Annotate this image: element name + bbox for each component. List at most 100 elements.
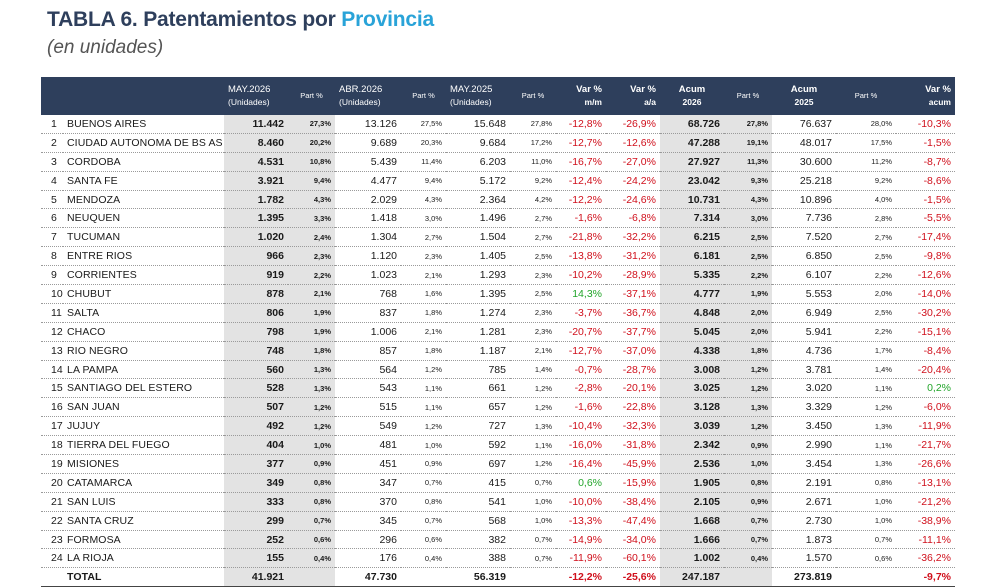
cell-p2: 1,2%: [401, 416, 446, 437]
cell-ac26: 1.668: [660, 511, 724, 531]
cell-may25: 785: [446, 360, 510, 380]
cell-prov: BUENOS AIRES: [63, 115, 224, 134]
cell-abr26: 564: [335, 360, 401, 380]
table-row: 9 CORRIENTES 919 2,2% 1.023 2,1% 1.293 2,3% -10,…: [41, 265, 955, 286]
cell-p1: 1,0%: [288, 435, 335, 456]
cell-may26: 333: [224, 492, 288, 512]
table-row: 22 SANTA CRUZ 299 0,7% 345 0,7% 568 1,0% -13,3% -…: [41, 511, 955, 531]
cell-prov: NEUQUEN: [63, 208, 224, 229]
total-empty: [401, 567, 446, 587]
cell-abr26: 549: [335, 416, 401, 437]
cell-abr26: 5.439: [335, 152, 401, 172]
cell-may26: 966: [224, 246, 288, 267]
cell-p5: 1,1%: [836, 378, 896, 399]
cell-vac: -13,1%: [896, 473, 955, 493]
cell-p3: 2,3%: [510, 265, 556, 286]
cell-abr26: 347: [335, 473, 401, 493]
cell-p5: 2,2%: [836, 265, 896, 286]
cell-abr26: 345: [335, 511, 401, 531]
cell-vmm: -3,7%: [556, 303, 606, 323]
cell-p5: 1,3%: [836, 454, 896, 474]
header-part-5: Part %: [836, 77, 896, 115]
cell-p2: 1,1%: [401, 378, 446, 399]
cell-abr26: 1.304: [335, 227, 401, 248]
cell-p1: 0,4%: [288, 548, 335, 569]
cell-ac26: 4.777: [660, 284, 724, 304]
cell-vac: 0,2%: [896, 378, 955, 399]
cell-p2: 1,8%: [401, 341, 446, 361]
cell-p4: 27,8%: [724, 115, 772, 134]
cell-may25: 568: [446, 511, 510, 531]
cell-p3: 9,2%: [510, 171, 556, 191]
cell-n: 22: [41, 511, 63, 531]
cell-p2: 1,1%: [401, 397, 446, 418]
cell-vac: -11,9%: [896, 416, 955, 437]
header-abr2026: ABR.2026 (Unidades): [335, 77, 401, 115]
cell-p3: 4,2%: [510, 190, 556, 210]
table-row: 21 SAN LUIS 333 0,8% 370 0,8% 541 1,0% -10,0% -38…: [41, 492, 955, 512]
cell-p4: 2,5%: [724, 246, 772, 267]
cell-p3: 1,0%: [510, 492, 556, 512]
cell-n: 5: [41, 190, 63, 210]
cell-p1: 27,3%: [288, 115, 335, 134]
cell-may26: 806: [224, 303, 288, 323]
cell-p2: 27,5%: [401, 115, 446, 134]
title-main: TABLA 6. Patentamientos por: [47, 8, 336, 31]
cell-prov: CHUBUT: [63, 284, 224, 304]
cell-p5: 1,0%: [836, 492, 896, 512]
cell-p4: 2,2%: [724, 265, 772, 286]
cell-prov: LA RIOJA: [63, 548, 224, 569]
cell-p5: 2,8%: [836, 208, 896, 229]
header-province: [63, 77, 224, 115]
total-empty: [288, 567, 335, 587]
cell-vmm: -16,0%: [556, 435, 606, 456]
cell-abr26: 1.023: [335, 265, 401, 286]
cell-ac25: 7.520: [772, 227, 836, 248]
cell-vmm: -16,4%: [556, 454, 606, 474]
cell-ac25: 2.191: [772, 473, 836, 493]
cell-ac26: 68.726: [660, 115, 724, 134]
cell-vaa: -47,4%: [606, 511, 660, 531]
cell-p2: 1,8%: [401, 303, 446, 323]
cell-ac25: 76.637: [772, 115, 836, 134]
cell-ac25: 10.896: [772, 190, 836, 210]
cell-ac26: 2.342: [660, 435, 724, 456]
cell-vaa: -27,0%: [606, 152, 660, 172]
cell-vaa: -38,4%: [606, 492, 660, 512]
cell-vaa: -28,7%: [606, 360, 660, 380]
cell-ac26: 1.002: [660, 548, 724, 569]
cell-prov: SANTA CRUZ: [63, 511, 224, 531]
cell-p3: 2,7%: [510, 227, 556, 248]
cell-vmm: -2,8%: [556, 378, 606, 399]
cell-p2: 0,8%: [401, 492, 446, 512]
cell-p3: 2,1%: [510, 341, 556, 361]
cell-may25: 661: [446, 378, 510, 399]
cell-vaa: -34,0%: [606, 530, 660, 550]
cell-vac: -10,3%: [896, 115, 955, 134]
cell-prov: CATAMARCA: [63, 473, 224, 493]
cell-n: 23: [41, 530, 63, 550]
total-abr26: 47.730: [335, 567, 401, 587]
cell-prov: ENTRE RIOS: [63, 246, 224, 267]
cell-p1: 2,3%: [288, 246, 335, 267]
cell-vmm: -10,2%: [556, 265, 606, 286]
cell-n: 15: [41, 378, 63, 399]
cell-p1: 1,8%: [288, 341, 335, 361]
cell-n: 13: [41, 341, 63, 361]
total-empty: [836, 567, 896, 587]
cell-n: 7: [41, 227, 63, 248]
cell-ac26: 3.128: [660, 397, 724, 418]
cell-vac: -8,7%: [896, 152, 955, 172]
cell-abr26: 481: [335, 435, 401, 456]
cell-may25: 6.203: [446, 152, 510, 172]
cell-ac26: 5.045: [660, 322, 724, 342]
cell-vmm: -21,8%: [556, 227, 606, 248]
cell-p1: 1,2%: [288, 416, 335, 437]
cell-may25: 382: [446, 530, 510, 550]
page-title: TABLA 6. Patentamientos por Provincia: [47, 8, 434, 32]
cell-p5: 1,2%: [836, 397, 896, 418]
cell-prov: SANTIAGO DEL ESTERO: [63, 378, 224, 399]
total-vmm: -12,2%: [556, 567, 606, 587]
cell-p5: 2,2%: [836, 322, 896, 342]
cell-n: 2: [41, 133, 63, 153]
